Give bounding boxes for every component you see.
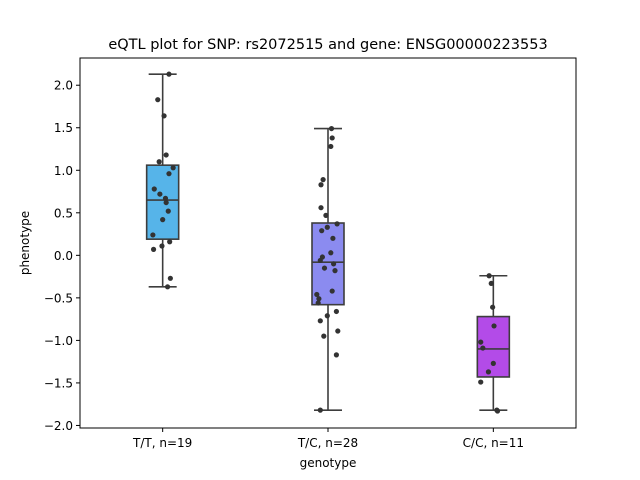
y-tick-label: 0.0 — [54, 249, 73, 263]
data-point — [320, 177, 326, 183]
y-tick-label: 2.0 — [54, 79, 73, 93]
data-point — [314, 291, 320, 298]
data-point — [164, 284, 171, 290]
data-point — [317, 407, 323, 413]
data-point — [166, 171, 172, 177]
data-point — [155, 97, 161, 103]
data-point — [166, 71, 172, 77]
box-group — [145, 73, 180, 288]
x-tick-label: T/C, n=28 — [297, 436, 358, 450]
data-point — [335, 328, 341, 334]
data-point — [328, 125, 335, 132]
data-point — [318, 182, 324, 188]
data-point — [324, 313, 330, 319]
y-tick-label: 1.5 — [54, 121, 73, 135]
data-point — [333, 308, 339, 315]
data-point — [333, 352, 339, 358]
data-point — [329, 135, 335, 141]
y-tick-label: −2.0 — [44, 419, 73, 433]
data-point — [494, 408, 501, 414]
x-axis-label: genotype — [300, 456, 357, 470]
data-point — [480, 345, 486, 351]
x-tick-label: T/T, n=19 — [132, 436, 192, 450]
y-tick-label: −0.5 — [44, 291, 73, 305]
data-point — [161, 113, 167, 119]
data-point — [156, 159, 162, 165]
iqr-box — [311, 222, 345, 306]
data-point — [321, 265, 328, 271]
data-point — [330, 235, 336, 241]
data-point — [317, 318, 323, 324]
data-point — [486, 273, 492, 279]
data-point — [490, 304, 496, 310]
data-point — [332, 268, 338, 274]
data-point — [490, 360, 496, 366]
data-point — [491, 323, 497, 329]
data-point — [165, 208, 171, 214]
y-tick-label: 0.5 — [54, 206, 73, 220]
data-point — [328, 143, 334, 150]
data-point — [328, 250, 334, 256]
iqr-box — [145, 164, 180, 240]
x-tick-label: C/C, n=11 — [463, 436, 524, 450]
data-point — [160, 217, 166, 223]
data-point — [329, 288, 335, 294]
data-point — [162, 195, 169, 201]
y-tick-label: −1.0 — [44, 334, 73, 348]
data-point — [316, 296, 322, 302]
y-tick-label: −1.5 — [44, 376, 73, 390]
data-point — [317, 257, 323, 264]
data-point — [321, 333, 327, 339]
y-axis-label: phenotype — [18, 211, 32, 275]
data-point — [318, 205, 324, 211]
data-point — [150, 232, 156, 238]
data-point — [159, 243, 165, 249]
data-point — [488, 280, 494, 287]
y-axis-ticks: 2.0 1.5 1.0 0.5 0.0 −0.5 −1.0 −1.5 −2.0 — [44, 79, 80, 433]
data-point — [163, 152, 169, 158]
data-point — [334, 221, 340, 227]
data-point — [315, 300, 321, 306]
x-axis-ticks: T/T, n=19 T/C, n=28 C/C, n=11 — [132, 428, 524, 450]
data-point — [151, 186, 157, 192]
chart-title: eQTL plot for SNP: rs2072515 and gene: E… — [108, 37, 547, 53]
data-point — [478, 379, 484, 385]
data-point — [167, 239, 173, 245]
data-point — [478, 339, 484, 345]
y-tick-label: 1.0 — [54, 164, 73, 178]
data-point — [157, 191, 163, 197]
data-point — [323, 212, 329, 218]
data-point — [150, 246, 157, 252]
point-layer — [150, 71, 501, 414]
data-point — [167, 275, 173, 281]
data-point — [485, 369, 492, 375]
data-point — [324, 224, 330, 230]
data-point — [170, 165, 176, 171]
data-point — [319, 228, 325, 234]
box-group — [311, 127, 345, 411]
data-point — [163, 199, 169, 206]
data-point — [331, 261, 337, 267]
